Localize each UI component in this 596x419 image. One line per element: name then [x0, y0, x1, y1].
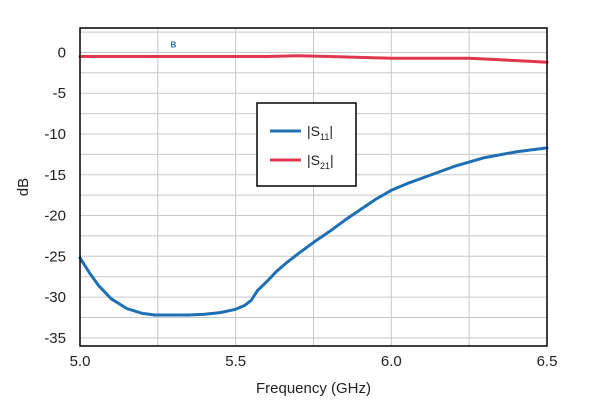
series-lines	[78, 54, 549, 317]
y-axis-label: dB	[15, 178, 32, 196]
y-tick-label: -15	[44, 167, 66, 184]
x-tick-label: 6.5	[537, 353, 558, 370]
y-tick-label: 0	[58, 44, 66, 61]
annotations: B	[171, 40, 177, 49]
plot-frame	[79, 27, 548, 347]
y-tick-label: -5	[53, 85, 66, 102]
legend-entry-21: |S21|	[307, 152, 334, 171]
series-line-11	[78, 146, 549, 317]
legend-entry-11: |S11|	[307, 123, 333, 142]
y-tick-label: -20	[44, 208, 66, 225]
legend-box	[256, 102, 357, 187]
series-line-21	[78, 54, 549, 64]
x-tick-label: 6.0	[381, 353, 402, 370]
x-tick-label: 5.5	[225, 353, 246, 370]
annotation-label: B	[171, 40, 177, 49]
tick-labels: 5.0 5.5 6.0 6.5 0 -5 -10 -15 -20 -25 -30 -35	[44, 44, 557, 370]
y-tick-label: -30	[44, 289, 66, 306]
x-tick-label: 5.0	[70, 353, 91, 370]
x-axis-label: Frequency (GHz)	[256, 380, 371, 397]
y-tick-label: -35	[44, 330, 66, 347]
legend: |S11| |S21|	[256, 102, 357, 187]
y-tick-label: -10	[44, 126, 66, 143]
grid	[80, 28, 547, 346]
y-tick-label: -25	[44, 248, 66, 265]
